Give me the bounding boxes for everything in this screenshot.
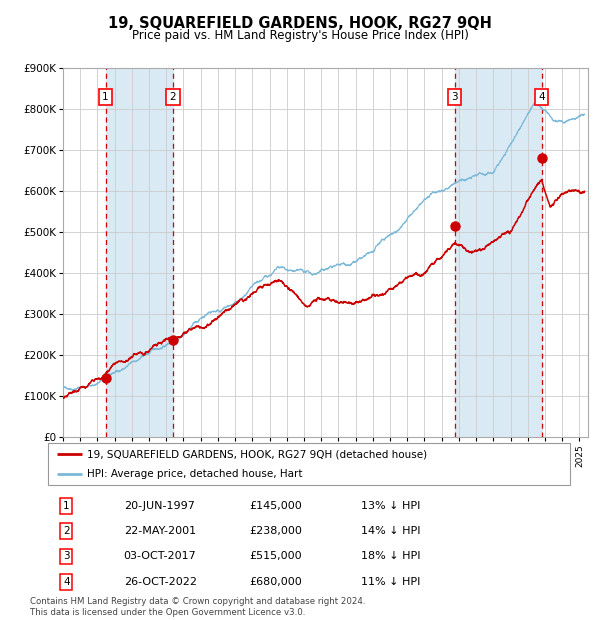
Text: 19, SQUAREFIELD GARDENS, HOOK, RG27 9QH: 19, SQUAREFIELD GARDENS, HOOK, RG27 9QH xyxy=(108,16,492,31)
Text: 1: 1 xyxy=(63,501,70,511)
Text: 26-OCT-2022: 26-OCT-2022 xyxy=(124,577,197,587)
Text: 2: 2 xyxy=(170,92,176,102)
Text: 18% ↓ HPI: 18% ↓ HPI xyxy=(361,551,421,562)
Text: 13% ↓ HPI: 13% ↓ HPI xyxy=(361,501,421,511)
Text: 22-MAY-2001: 22-MAY-2001 xyxy=(124,526,196,536)
Text: £680,000: £680,000 xyxy=(249,577,302,587)
Text: 20-JUN-1997: 20-JUN-1997 xyxy=(124,501,194,511)
Text: 1: 1 xyxy=(102,92,109,102)
Text: 19, SQUAREFIELD GARDENS, HOOK, RG27 9QH (detached house): 19, SQUAREFIELD GARDENS, HOOK, RG27 9QH … xyxy=(87,450,427,459)
Text: Contains HM Land Registry data © Crown copyright and database right 2024.
This d: Contains HM Land Registry data © Crown c… xyxy=(30,598,365,617)
Text: £515,000: £515,000 xyxy=(249,551,302,562)
Text: HPI: Average price, detached house, Hart: HPI: Average price, detached house, Hart xyxy=(87,469,302,479)
Text: Price paid vs. HM Land Registry's House Price Index (HPI): Price paid vs. HM Land Registry's House … xyxy=(131,30,469,42)
Text: 2: 2 xyxy=(63,526,70,536)
Bar xyxy=(106,68,173,437)
Text: 14% ↓ HPI: 14% ↓ HPI xyxy=(361,526,421,536)
Bar xyxy=(455,68,542,437)
Text: 03-OCT-2017: 03-OCT-2017 xyxy=(124,551,196,562)
Text: 3: 3 xyxy=(63,551,70,562)
Text: 3: 3 xyxy=(451,92,458,102)
Text: £238,000: £238,000 xyxy=(249,526,302,536)
Text: 4: 4 xyxy=(63,577,70,587)
Text: £145,000: £145,000 xyxy=(249,501,302,511)
Text: 4: 4 xyxy=(538,92,545,102)
Text: 11% ↓ HPI: 11% ↓ HPI xyxy=(361,577,421,587)
